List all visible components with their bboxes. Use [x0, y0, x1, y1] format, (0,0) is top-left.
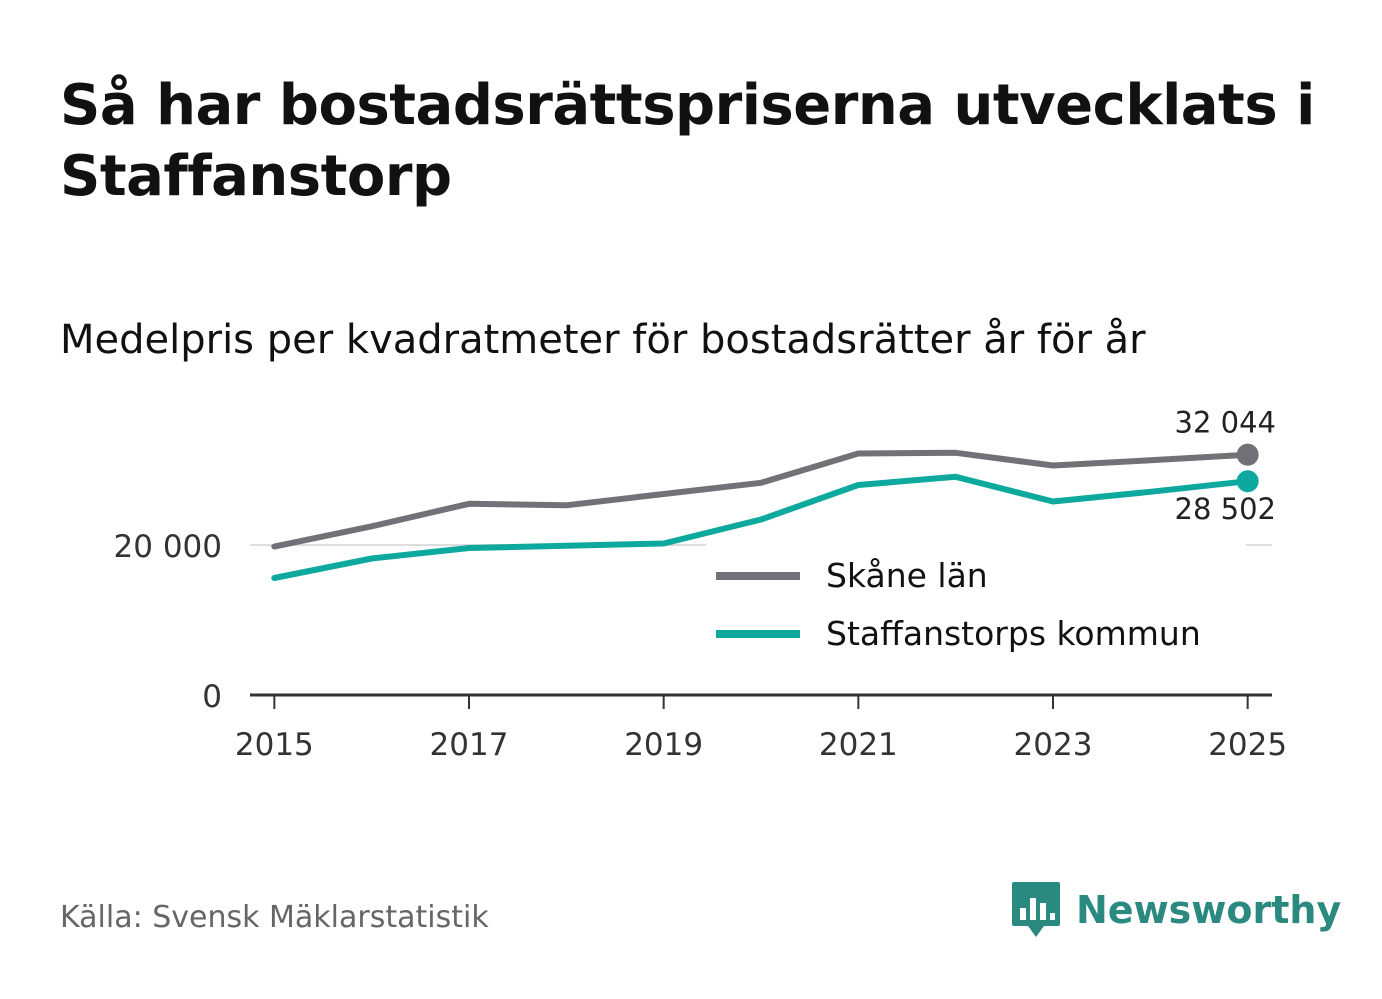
brand-logo: Newsworthy [1010, 880, 1341, 940]
legend-label: Skåne län [826, 556, 988, 595]
chart-subtitle: Medelpris per kvadratmeter för bostadsrä… [60, 317, 1146, 363]
x-tick-label: 2017 [430, 727, 509, 763]
data-label: 28 502 [1175, 492, 1276, 526]
legend-background [706, 537, 1246, 667]
x-tick-label: 2025 [1208, 727, 1287, 763]
series-end-marker-0 [1236, 443, 1259, 466]
source-note: Källa: Svensk Mäklarstatistik [60, 900, 489, 935]
x-tick-label: 2019 [624, 727, 703, 763]
data-label: 32 044 [1175, 406, 1276, 440]
legend-label: Staffanstorps kommun [826, 614, 1201, 653]
brand-name: Newsworthy [1076, 888, 1342, 932]
series-end-marker-1 [1236, 470, 1259, 493]
x-tick-label: 2015 [235, 727, 314, 763]
y-tick-label: 0 [202, 679, 222, 715]
series-line-0 [271, 449, 1251, 550]
x-tick-label: 2023 [1014, 727, 1093, 763]
x-tick-label: 2021 [819, 727, 898, 763]
bar-chart-speech-bubble-icon [1012, 882, 1060, 937]
series-line-1 [271, 473, 1251, 581]
y-tick-label: 20 000 [114, 529, 222, 565]
chart-title: Så har bostadsrättspriserna utvecklats i… [60, 73, 1315, 209]
